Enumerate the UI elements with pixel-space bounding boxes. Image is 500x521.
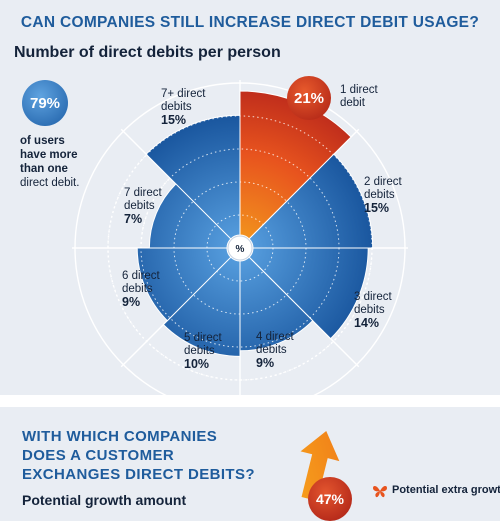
segment-label-6-pct: 9% (122, 295, 141, 309)
segment-label-8: 7+ direct debits 15% (161, 88, 205, 128)
section-2 (0, 407, 500, 500)
stat-note-line2: have more (20, 149, 78, 161)
segment-label-5-l2: debits (184, 345, 215, 357)
segment-label-6: 6 direct debits 9% (122, 270, 160, 310)
segment-5 (162, 256, 241, 357)
stat-note: of users have more than one direct debit… (20, 134, 79, 190)
stat-note-line3: than one (20, 163, 68, 175)
segment-1 (239, 90, 352, 240)
growth-label: Potential extra growth (392, 484, 500, 496)
segment-label-7-l2: debits (124, 200, 155, 212)
segment-label-4: 4 direct debits 9% (256, 331, 294, 371)
segment-label-2-l1: 2 direct (364, 176, 402, 188)
center-label: % (236, 244, 245, 255)
segment-label-2-l2: debits (364, 189, 395, 201)
segment-label-1-l2: debit (340, 97, 365, 109)
segment-label-7: 7 direct debits 7% (124, 187, 162, 227)
segment-label-3-l2: debits (354, 304, 385, 316)
segment-2 (248, 153, 374, 249)
segment-label-5-l1: 5 direct (184, 332, 222, 344)
segment-label-7-l1: 7 direct (124, 187, 162, 199)
segment-7 (148, 183, 232, 249)
segment-8 (145, 114, 241, 240)
segment-1-badge: 21% (287, 76, 331, 120)
segment-label-2: 2 direct debits 15% (364, 176, 402, 216)
section-2-title-l3: EXCHANGES DIRECT DEBITS? (22, 466, 255, 483)
segment-label-4-pct: 9% (256, 356, 275, 370)
segment-label-5: 5 direct debits 10% (184, 332, 222, 372)
section-2-title-l1: WITH WHICH COMPANIES (22, 428, 218, 445)
overlay-ring-3 (140, 148, 340, 348)
overlay-ring-1 (206, 214, 274, 282)
growth-arrow-icon (300, 431, 340, 500)
segment-4 (239, 256, 314, 352)
segment-label-8-pct: 15% (161, 113, 187, 127)
center-disc (227, 235, 253, 261)
section-2-badge: 47% (308, 477, 352, 521)
section-divider (0, 395, 500, 407)
stat-note-line4: direct debit. (20, 177, 80, 189)
segment-label-6-l2: debits (122, 283, 153, 295)
section-2-title-l2: DOES A CUSTOMER (22, 447, 175, 464)
chart-segments (136, 90, 374, 357)
chart-grid-overlay: % (107, 115, 373, 381)
segment-label-7-pct: 7% (124, 212, 143, 226)
segment-label-4-l1: 4 direct (256, 331, 294, 343)
stat-badge: 79% (22, 80, 68, 126)
overlay-ring-4 (107, 115, 373, 381)
segment-label-3-pct: 14% (354, 316, 380, 330)
segment-label-5-pct: 10% (184, 357, 210, 371)
section-2-title: WITH WHICH COMPANIES DOES A CUSTOMER EXC… (22, 427, 255, 484)
chart-subtitle: Number of direct debits per person (14, 44, 281, 61)
segment-label-4-l2: debits (256, 344, 287, 356)
butterfly-icon (373, 486, 387, 498)
segment-3 (248, 247, 369, 340)
segment-label-3-l1: 3 direct (354, 291, 392, 303)
segment-6 (136, 247, 232, 322)
segment-label-6-l1: 6 direct (122, 270, 160, 282)
segment-label-8-l2: debits (161, 101, 192, 113)
segment-label-1-l1: 1 direct (340, 84, 378, 96)
segment-label-3: 3 direct debits 14% (354, 291, 392, 331)
polar-chart: % (72, 80, 408, 400)
page-title: CAN COMPANIES STILL INCREASE DIRECT DEBI… (20, 14, 480, 31)
segment-label-2-pct: 15% (364, 201, 390, 215)
segment-label-1: 1 direct debit (340, 84, 378, 110)
segment-label-8-l1: 7+ direct (161, 88, 206, 100)
overlay-ring-2 (173, 181, 307, 315)
stat-note-line1: of users (20, 135, 65, 147)
section-2-subtitle: Potential growth amount (22, 492, 187, 508)
